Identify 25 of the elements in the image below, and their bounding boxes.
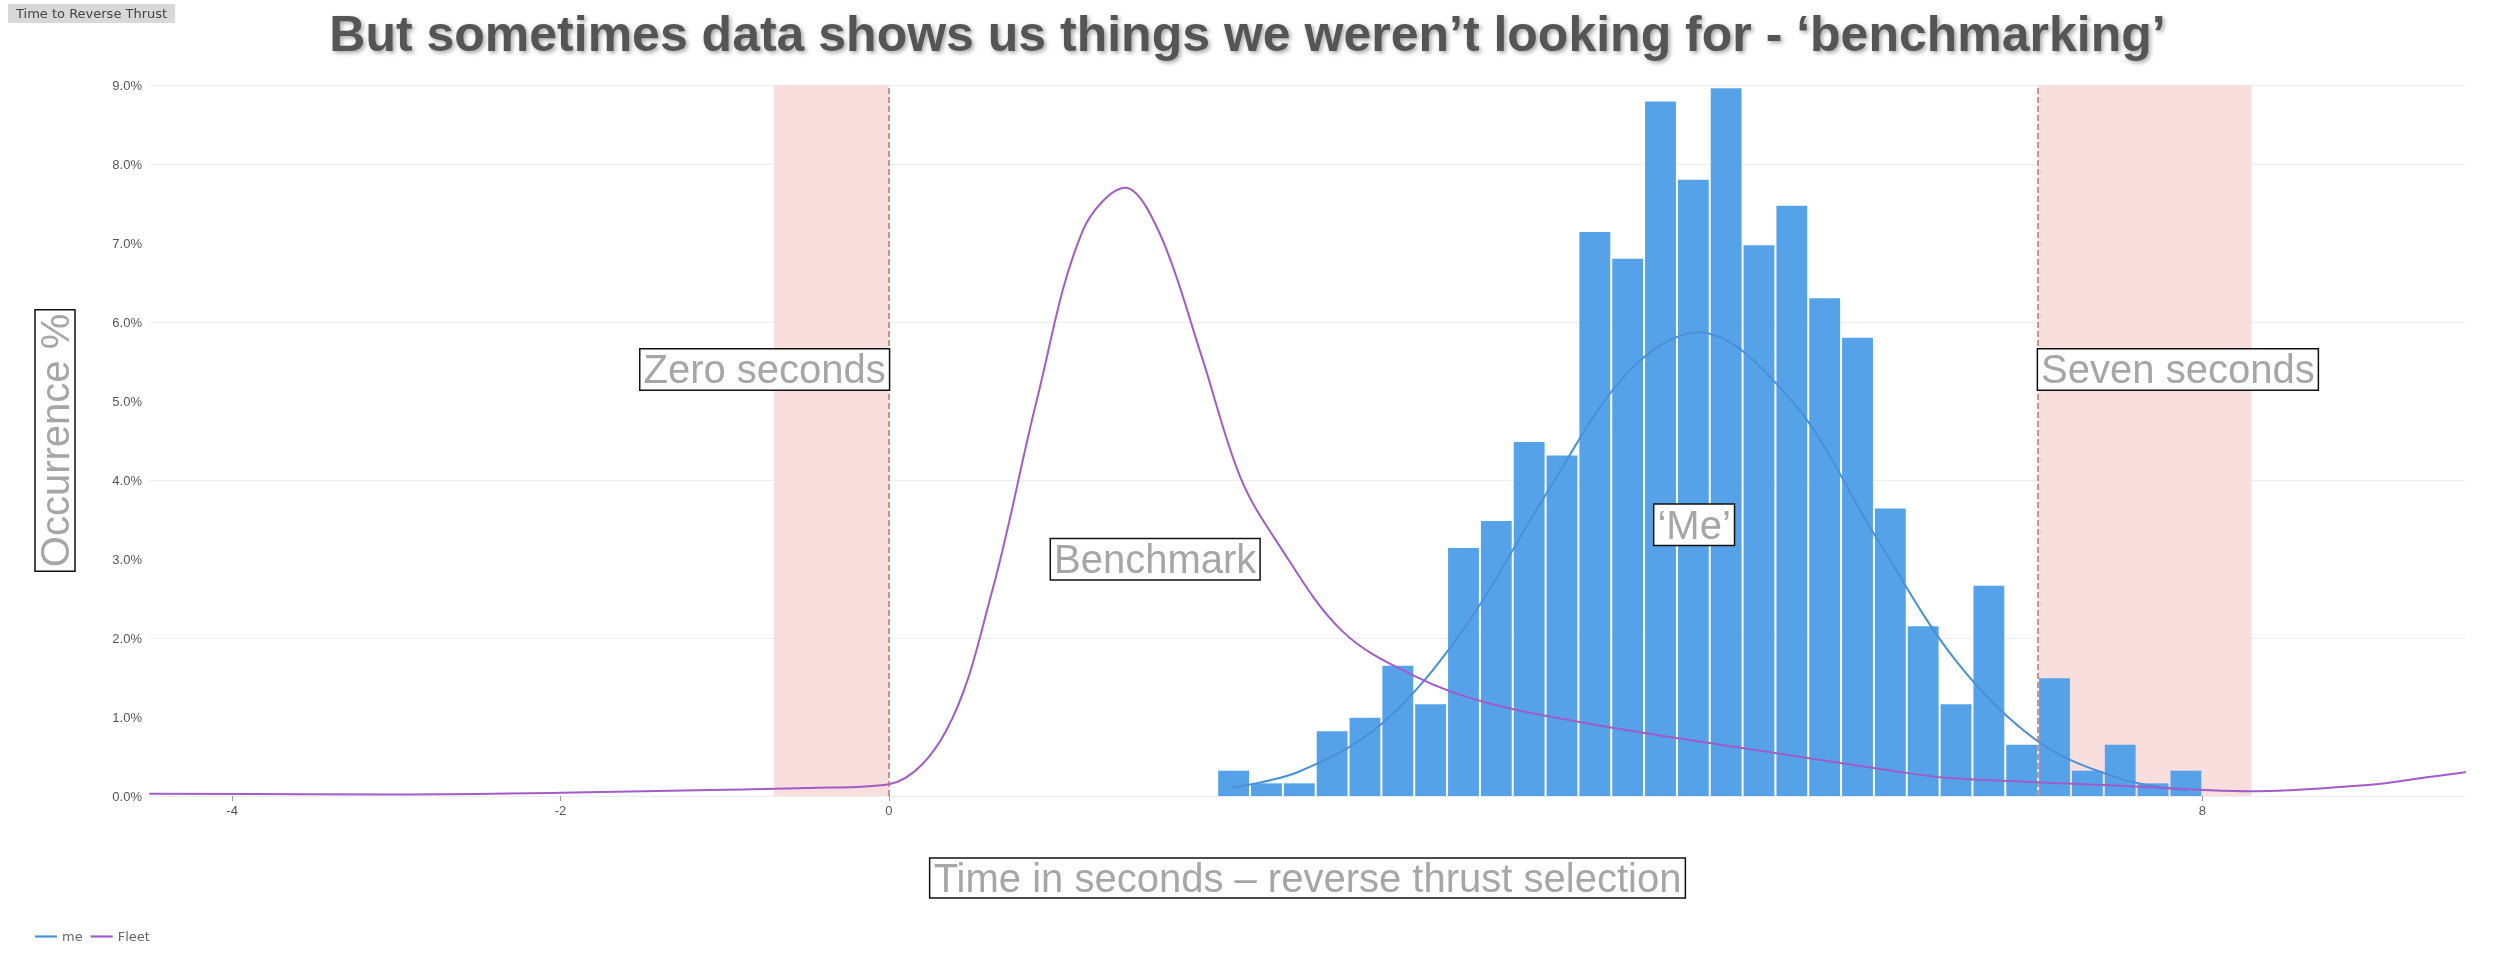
y-tick-label: 9.0% <box>112 77 143 93</box>
chart-subtitle: Time to Reverse Thrust <box>15 6 168 21</box>
y-tick-label: 0.0% <box>112 788 143 804</box>
y-tick-label: 2.0% <box>112 630 143 646</box>
y-tick-label: 7.0% <box>112 235 143 251</box>
annotation: ‘Me’ <box>1657 502 1731 547</box>
chart-title: But sometimes data shows us things we weren’t looking for - ‘benchmarking’ <box>329 6 2166 62</box>
y-tick-label: 1.0% <box>112 709 143 725</box>
x-tick-label: -2 <box>554 803 567 818</box>
x-tick-label: 0 <box>885 803 893 818</box>
legend-label: me <box>62 929 83 944</box>
y-tick-label: 3.0% <box>112 551 143 567</box>
ref-line-label: Seven seconds <box>2041 347 2315 392</box>
legend-label: Fleet <box>117 929 150 944</box>
x-axis-title: Time in seconds – reverse thrust selection <box>933 856 1682 900</box>
x-tick-label: 8 <box>2198 803 2206 818</box>
y-tick-label: 6.0% <box>112 314 143 330</box>
ref-line-label: Zero seconds <box>643 347 886 392</box>
annotation: Benchmark <box>1054 537 1258 582</box>
y-tick-label: 5.0% <box>112 393 143 409</box>
x-tick-label: -4 <box>226 803 238 818</box>
y-tick-label: 8.0% <box>112 156 143 172</box>
line-series <box>149 186 2466 796</box>
y-tick-label: 4.0% <box>112 472 143 488</box>
y-axis-title: Occurrence % <box>33 313 77 568</box>
